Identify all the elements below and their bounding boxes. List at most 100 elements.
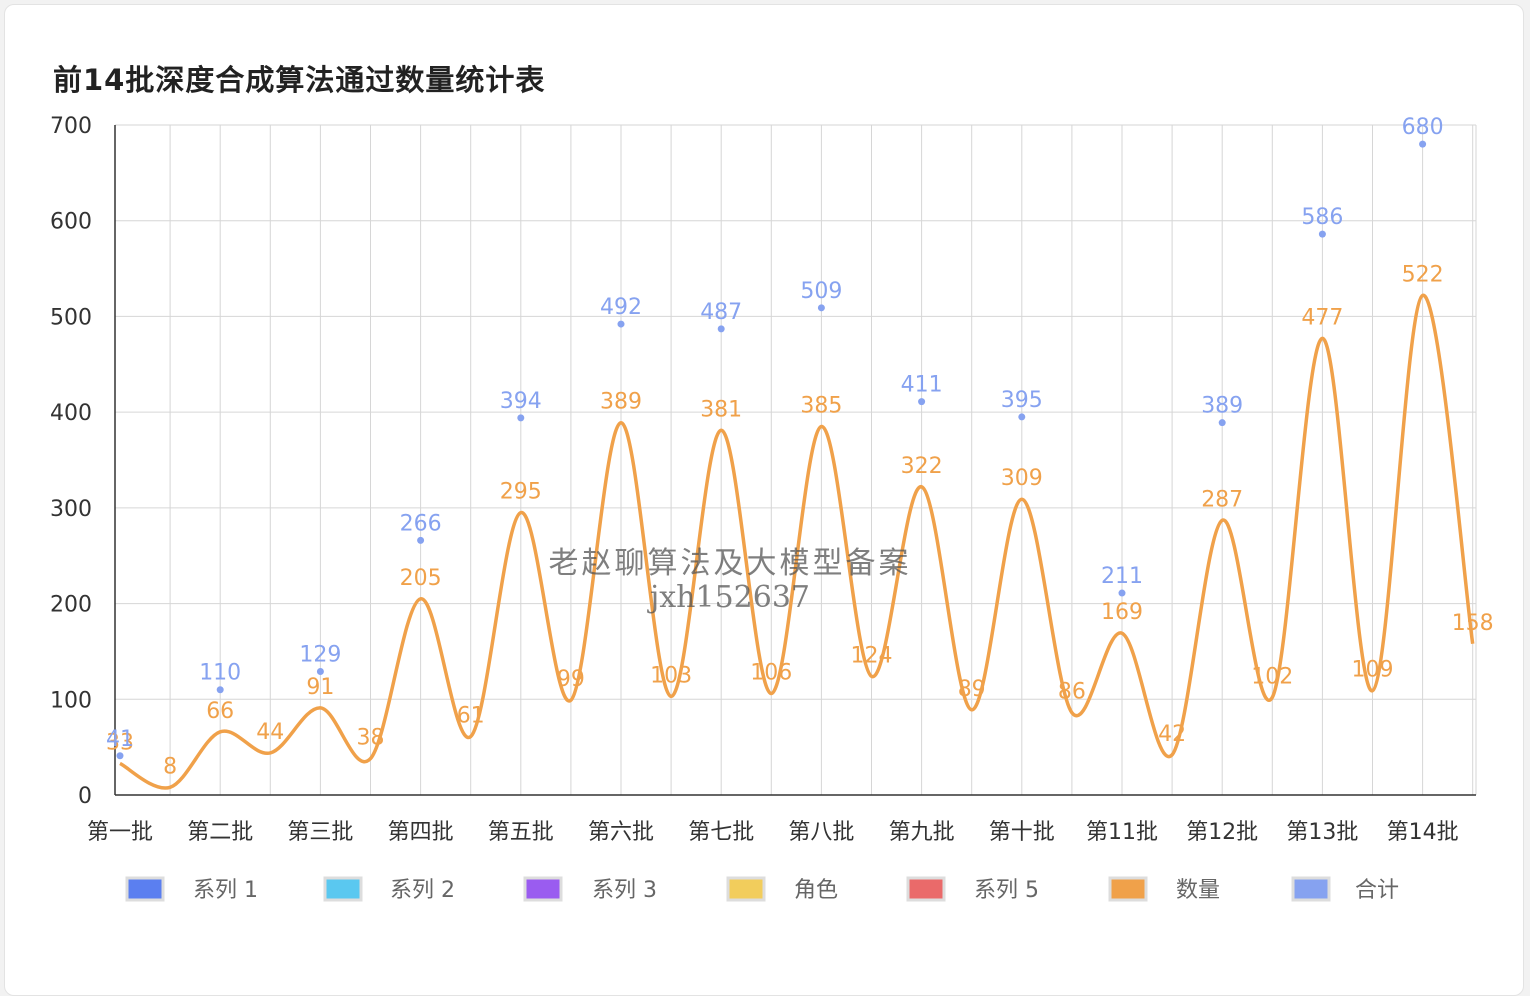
data-label-quantity: 61	[457, 704, 485, 729]
legend-swatch	[1291, 876, 1331, 902]
data-label-quantity: 33	[106, 730, 134, 755]
data-points	[116, 140, 1427, 760]
x-tick-label: 第13批	[1286, 820, 1358, 845]
legend-swatch	[1108, 876, 1148, 902]
data-point-total	[1118, 589, 1126, 597]
data-point-total	[316, 668, 324, 676]
data-label-total: 211	[1101, 564, 1143, 589]
y-tick-labels: 0 100 200 300 400 500 600 700	[50, 114, 92, 809]
data-label-quantity: 102	[1251, 664, 1293, 689]
data-point-total	[918, 398, 926, 406]
legend-label: 系列 2	[390, 878, 455, 903]
x-tick-label: 第七批	[688, 820, 754, 845]
data-label-quantity: 389	[600, 390, 642, 415]
data-point-total	[1318, 230, 1326, 238]
data-label-total: 509	[800, 279, 842, 304]
legend-swatch	[323, 876, 363, 902]
legend-swatch	[523, 876, 563, 902]
y-tick-label: 200	[50, 593, 92, 618]
data-label-total: 129	[299, 643, 341, 668]
data-label-total: 389	[1201, 394, 1243, 419]
data-point-total	[817, 304, 825, 312]
data-label-quantity: 86	[1058, 680, 1086, 705]
legend-label: 数量	[1176, 878, 1220, 903]
y-tick-label: 400	[50, 401, 92, 426]
x-tick-labels: 第一批 第二批 第三批 第四批 第五批 第六批 第七批 第八批 第九批 第十批 第11批 第12批 第1…	[87, 820, 1459, 845]
y-tick-label: 0	[78, 784, 92, 809]
data-label-total: 41	[106, 727, 134, 752]
x-tick-label: 第五批	[488, 820, 554, 845]
legend-swatch	[125, 876, 165, 902]
legend-label: 角色	[794, 878, 838, 903]
data-label-quantity: 295	[500, 480, 542, 505]
legend-label: 合计	[1355, 878, 1399, 903]
data-label-quantity: 124	[851, 643, 893, 668]
data-label-quantity: 381	[700, 397, 742, 422]
data-label-total: 487	[700, 300, 742, 325]
data-label-quantity: 66	[206, 699, 234, 724]
chart-title: 前14批深度合成算法通过数量统计表	[53, 63, 546, 97]
grid-lines	[115, 124, 1477, 795]
axes	[114, 125, 1476, 796]
x-tick-label: 第四批	[388, 820, 454, 845]
data-label-quantity: 385	[800, 394, 842, 419]
x-tick-label: 第六批	[588, 820, 654, 845]
data-point-total	[617, 320, 625, 328]
line-chart: 0 100 200 300 400 500 600 700 第一批 第二批 第三批 第四批 第五批 第六…	[50, 114, 1494, 903]
data-label-quantity: 205	[400, 566, 442, 591]
series-line-quantity	[119, 293, 1475, 790]
watermark-line-1: 老赵聊算法及大模型备案	[549, 546, 912, 581]
data-label-quantity: 38	[357, 726, 385, 751]
legend-swatch	[726, 876, 766, 902]
data-label-quantity: 477	[1301, 305, 1343, 330]
data-label-total: 394	[500, 389, 542, 414]
x-tick-label: 第一批	[87, 820, 153, 845]
x-tick-label: 第八批	[788, 820, 854, 845]
x-tick-label: 第十批	[989, 820, 1055, 845]
data-label-quantity: 42	[1158, 722, 1186, 747]
y-tick-label: 100	[50, 688, 92, 713]
x-tick-label: 第三批	[287, 820, 353, 845]
x-tick-label: 第二批	[187, 820, 253, 845]
data-label-quantity: 109	[1352, 658, 1394, 683]
data-label-quantity: 103	[650, 663, 692, 688]
data-label-total: 395	[1001, 388, 1043, 413]
chart-card: 前14批深度合成算法通过数量统计表	[4, 4, 1524, 996]
series-lines	[119, 293, 1475, 790]
y-tick-label: 700	[50, 114, 92, 139]
data-label-total: 680	[1402, 115, 1444, 140]
y-tick-label: 500	[50, 305, 92, 330]
data-label-quantity: 99	[557, 667, 585, 692]
data-label-quantity: 309	[1001, 466, 1043, 491]
x-tick-label: 第11批	[1086, 820, 1158, 845]
data-label-total: 492	[600, 295, 642, 320]
data-label-total: 411	[901, 373, 943, 398]
data-label-total: 586	[1301, 205, 1343, 230]
data-label-quantity: 169	[1101, 600, 1143, 625]
data-point-total	[417, 536, 425, 544]
data-label-quantity: 522	[1402, 262, 1444, 287]
data-point-total	[717, 325, 725, 333]
data-point-total	[517, 414, 525, 422]
data-point-total	[1419, 140, 1427, 148]
y-tick-label: 600	[50, 210, 92, 235]
legend: 系列 1 系列 2 系列 3 角色 系列 5 数量 合计	[125, 876, 1399, 903]
watermark-line-2: jxh152637	[647, 580, 810, 615]
y-tick-label: 300	[50, 497, 92, 522]
data-point-total	[1218, 419, 1226, 427]
data-label-quantity: 106	[750, 661, 792, 686]
data-label-quantity: 44	[256, 720, 284, 745]
legend-label: 系列 3	[592, 878, 657, 903]
data-label-quantity: 89	[958, 677, 986, 702]
data-label-total: 110	[199, 661, 241, 686]
x-tick-label: 第14批	[1387, 820, 1459, 845]
data-labels: 33 8 66 44 91 38 205 61 295 99 389 103 381 106 385 124 3…	[106, 115, 1494, 779]
data-point-total	[216, 686, 224, 694]
legend-label: 系列 1	[193, 878, 258, 903]
legend-label: 系列 5	[974, 878, 1039, 903]
data-label-quantity: 287	[1201, 487, 1243, 512]
data-label-quantity: 91	[306, 675, 334, 700]
data-label-quantity: 322	[901, 454, 943, 479]
data-point-total	[1018, 413, 1026, 421]
